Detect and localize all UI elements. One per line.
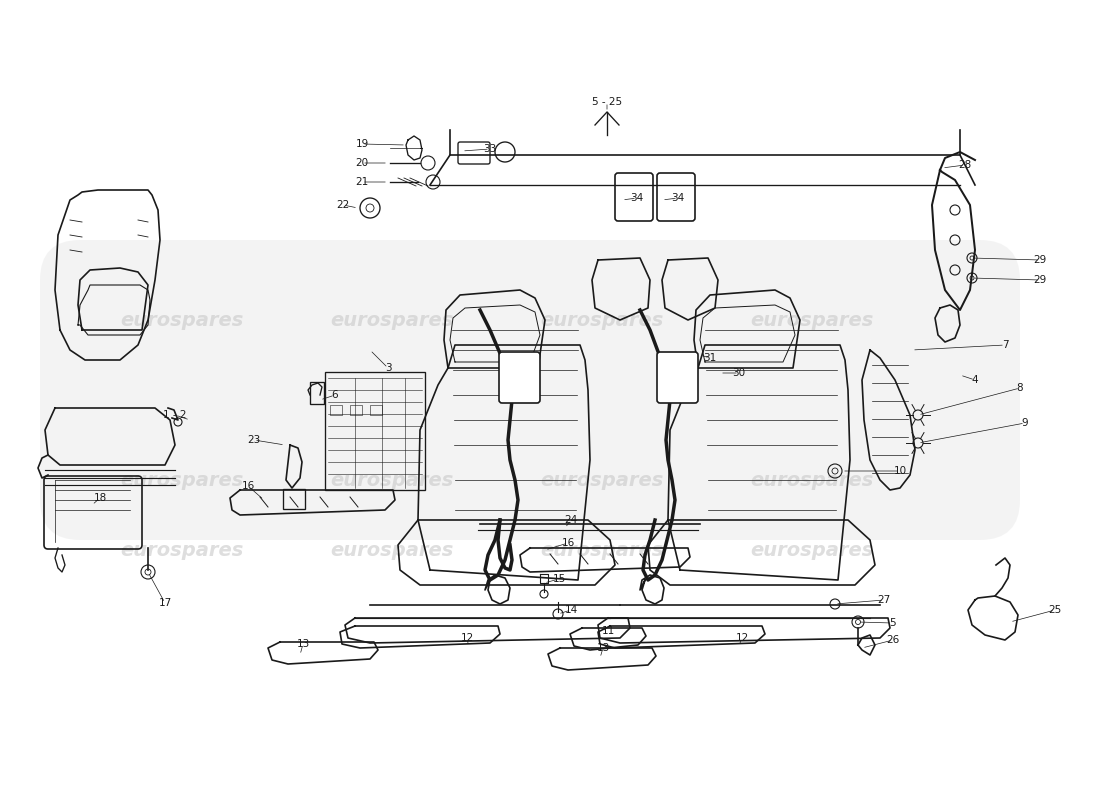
Text: 30: 30 (733, 368, 746, 378)
Text: 34: 34 (630, 193, 644, 203)
Text: eurospares: eurospares (750, 541, 873, 559)
Text: eurospares: eurospares (540, 310, 663, 330)
Text: 7: 7 (1002, 340, 1009, 350)
Text: 9: 9 (1022, 418, 1028, 428)
Text: 18: 18 (94, 493, 107, 503)
Text: 6: 6 (332, 390, 339, 400)
Text: eurospares: eurospares (330, 470, 453, 490)
Text: 26: 26 (887, 635, 900, 645)
Text: 5 - 25: 5 - 25 (592, 97, 623, 107)
Text: 34: 34 (671, 193, 684, 203)
Text: 17: 17 (158, 598, 172, 608)
FancyBboxPatch shape (657, 352, 698, 403)
Text: eurospares: eurospares (330, 310, 453, 330)
Text: 27: 27 (878, 595, 891, 605)
Text: 29: 29 (1033, 255, 1046, 265)
Text: 24: 24 (564, 515, 578, 525)
Text: 3: 3 (385, 363, 392, 373)
Text: 22: 22 (337, 200, 350, 210)
Text: 23: 23 (248, 435, 261, 445)
Text: eurospares: eurospares (750, 470, 873, 490)
Bar (324, 372, 425, 490)
Text: 12: 12 (736, 633, 749, 643)
Text: 33: 33 (483, 144, 496, 154)
Text: 15: 15 (552, 574, 565, 584)
FancyBboxPatch shape (499, 352, 540, 403)
Text: eurospares: eurospares (120, 470, 243, 490)
Bar (330, 405, 342, 415)
Text: 11: 11 (602, 626, 615, 636)
Text: 1 - 2: 1 - 2 (163, 410, 187, 420)
Text: eurospares: eurospares (120, 541, 243, 559)
Text: eurospares: eurospares (540, 470, 663, 490)
Text: 14: 14 (564, 605, 578, 615)
Bar (310, 382, 324, 404)
Text: 19: 19 (355, 139, 368, 149)
Text: eurospares: eurospares (120, 310, 243, 330)
Text: 21: 21 (355, 177, 368, 187)
Text: 13: 13 (596, 643, 609, 653)
Text: 8: 8 (1016, 383, 1023, 393)
Text: 5: 5 (889, 618, 895, 628)
Text: 31: 31 (703, 353, 716, 363)
Text: 4: 4 (971, 375, 978, 385)
Text: 29: 29 (1033, 275, 1046, 285)
Text: 16: 16 (561, 538, 574, 548)
Text: 28: 28 (958, 160, 971, 170)
Text: eurospares: eurospares (540, 541, 663, 559)
Text: 13: 13 (296, 639, 309, 649)
Text: 12: 12 (461, 633, 474, 643)
Bar (370, 405, 382, 415)
Text: 10: 10 (893, 466, 906, 476)
Bar (350, 405, 362, 415)
Text: eurospares: eurospares (330, 541, 453, 559)
Text: eurospares: eurospares (750, 310, 873, 330)
Text: 20: 20 (355, 158, 368, 168)
FancyBboxPatch shape (40, 240, 1020, 540)
Text: 25: 25 (1048, 605, 1062, 615)
Text: 16: 16 (241, 481, 254, 491)
